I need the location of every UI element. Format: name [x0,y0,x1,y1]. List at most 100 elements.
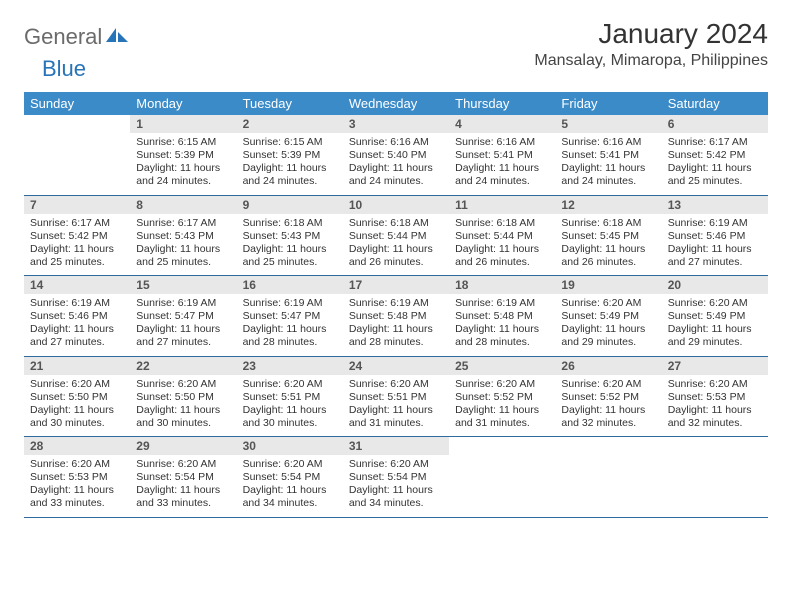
day-number: 11 [449,196,555,214]
sunset-text: Sunset: 5:54 PM [349,471,443,484]
daylight-text: Daylight: 11 hours and 32 minutes. [668,404,762,430]
calendar-table: Sunday Monday Tuesday Wednesday Thursday… [24,92,768,518]
sunset-text: Sunset: 5:51 PM [243,391,337,404]
sunrise-text: Sunrise: 6:19 AM [30,297,124,310]
sunset-text: Sunset: 5:39 PM [243,149,337,162]
sunrise-text: Sunrise: 6:19 AM [136,297,230,310]
daylight-text: Daylight: 11 hours and 30 minutes. [136,404,230,430]
day-body: Sunrise: 6:20 AMSunset: 5:53 PMDaylight:… [662,375,768,437]
sunset-text: Sunset: 5:54 PM [136,471,230,484]
weekday-header: Monday [130,92,236,115]
daylight-text: Daylight: 11 hours and 24 minutes. [561,162,655,188]
day-number: 2 [237,115,343,133]
calendar-cell: 17Sunrise: 6:19 AMSunset: 5:48 PMDayligh… [343,276,449,357]
sunrise-text: Sunrise: 6:20 AM [243,378,337,391]
day-number: 12 [555,196,661,214]
sunset-text: Sunset: 5:50 PM [30,391,124,404]
day-body: Sunrise: 6:20 AMSunset: 5:51 PMDaylight:… [343,375,449,437]
sunrise-text: Sunrise: 6:20 AM [136,458,230,471]
calendar-cell: 8Sunrise: 6:17 AMSunset: 5:43 PMDaylight… [130,195,236,276]
sunset-text: Sunset: 5:53 PM [668,391,762,404]
day-number: 18 [449,276,555,294]
day-number: 6 [662,115,768,133]
sunrise-text: Sunrise: 6:20 AM [668,378,762,391]
daylight-text: Daylight: 11 hours and 27 minutes. [136,323,230,349]
weekday-header: Wednesday [343,92,449,115]
weekday-header-row: Sunday Monday Tuesday Wednesday Thursday… [24,92,768,115]
daylight-text: Daylight: 11 hours and 28 minutes. [455,323,549,349]
daylight-text: Daylight: 11 hours and 27 minutes. [30,323,124,349]
sunrise-text: Sunrise: 6:20 AM [561,297,655,310]
day-body: Sunrise: 6:20 AMSunset: 5:50 PMDaylight:… [130,375,236,437]
calendar-cell: 7Sunrise: 6:17 AMSunset: 5:42 PMDaylight… [24,195,130,276]
day-body: Sunrise: 6:20 AMSunset: 5:50 PMDaylight:… [24,375,130,437]
day-number: 14 [24,276,130,294]
sunset-text: Sunset: 5:43 PM [136,230,230,243]
calendar-cell: 11Sunrise: 6:18 AMSunset: 5:44 PMDayligh… [449,195,555,276]
sunrise-text: Sunrise: 6:20 AM [668,297,762,310]
calendar-cell: 21Sunrise: 6:20 AMSunset: 5:50 PMDayligh… [24,356,130,437]
day-body [662,455,768,513]
daylight-text: Daylight: 11 hours and 28 minutes. [349,323,443,349]
daylight-text: Daylight: 11 hours and 24 minutes. [243,162,337,188]
sunrise-text: Sunrise: 6:18 AM [349,217,443,230]
day-body: Sunrise: 6:16 AMSunset: 5:41 PMDaylight:… [449,133,555,195]
sunset-text: Sunset: 5:44 PM [455,230,549,243]
day-body: Sunrise: 6:20 AMSunset: 5:51 PMDaylight:… [237,375,343,437]
sunset-text: Sunset: 5:49 PM [561,310,655,323]
daylight-text: Daylight: 11 hours and 26 minutes. [349,243,443,269]
calendar-cell: 9Sunrise: 6:18 AMSunset: 5:43 PMDaylight… [237,195,343,276]
sunrise-text: Sunrise: 6:17 AM [136,217,230,230]
sunrise-text: Sunrise: 6:15 AM [243,136,337,149]
sunrise-text: Sunrise: 6:20 AM [30,458,124,471]
sunrise-text: Sunrise: 6:17 AM [668,136,762,149]
sunrise-text: Sunrise: 6:20 AM [349,458,443,471]
calendar-cell: 4Sunrise: 6:16 AMSunset: 5:41 PMDaylight… [449,115,555,195]
calendar-week-row: 21Sunrise: 6:20 AMSunset: 5:50 PMDayligh… [24,356,768,437]
daylight-text: Daylight: 11 hours and 33 minutes. [136,484,230,510]
sunrise-text: Sunrise: 6:20 AM [349,378,443,391]
weekday-header: Tuesday [237,92,343,115]
day-number: 22 [130,357,236,375]
daylight-text: Daylight: 11 hours and 24 minutes. [349,162,443,188]
calendar-cell: 30Sunrise: 6:20 AMSunset: 5:54 PMDayligh… [237,437,343,518]
daylight-text: Daylight: 11 hours and 30 minutes. [30,404,124,430]
day-number: 19 [555,276,661,294]
sunset-text: Sunset: 5:48 PM [349,310,443,323]
day-body: Sunrise: 6:16 AMSunset: 5:40 PMDaylight:… [343,133,449,195]
calendar-cell: 3Sunrise: 6:16 AMSunset: 5:40 PMDaylight… [343,115,449,195]
sunrise-text: Sunrise: 6:19 AM [668,217,762,230]
day-number: 20 [662,276,768,294]
day-body [449,455,555,513]
day-number: 17 [343,276,449,294]
calendar-week-row: 14Sunrise: 6:19 AMSunset: 5:46 PMDayligh… [24,276,768,357]
day-body: Sunrise: 6:20 AMSunset: 5:53 PMDaylight:… [24,455,130,517]
calendar-cell: 10Sunrise: 6:18 AMSunset: 5:44 PMDayligh… [343,195,449,276]
daylight-text: Daylight: 11 hours and 29 minutes. [561,323,655,349]
day-body: Sunrise: 6:20 AMSunset: 5:54 PMDaylight:… [343,455,449,517]
sunrise-text: Sunrise: 6:16 AM [455,136,549,149]
calendar-cell: 19Sunrise: 6:20 AMSunset: 5:49 PMDayligh… [555,276,661,357]
calendar-cell: 25Sunrise: 6:20 AMSunset: 5:52 PMDayligh… [449,356,555,437]
daylight-text: Daylight: 11 hours and 25 minutes. [30,243,124,269]
day-body: Sunrise: 6:17 AMSunset: 5:42 PMDaylight:… [662,133,768,195]
day-body: Sunrise: 6:20 AMSunset: 5:49 PMDaylight:… [555,294,661,356]
day-body: Sunrise: 6:18 AMSunset: 5:45 PMDaylight:… [555,214,661,276]
sunrise-text: Sunrise: 6:18 AM [243,217,337,230]
sunset-text: Sunset: 5:54 PM [243,471,337,484]
sunset-text: Sunset: 5:42 PM [668,149,762,162]
day-body: Sunrise: 6:18 AMSunset: 5:44 PMDaylight:… [449,214,555,276]
calendar-cell [662,437,768,518]
day-body: Sunrise: 6:18 AMSunset: 5:44 PMDaylight:… [343,214,449,276]
daylight-text: Daylight: 11 hours and 34 minutes. [349,484,443,510]
sunset-text: Sunset: 5:40 PM [349,149,443,162]
logo-sail-icon [106,26,128,49]
calendar-cell: 5Sunrise: 6:16 AMSunset: 5:41 PMDaylight… [555,115,661,195]
daylight-text: Daylight: 11 hours and 31 minutes. [455,404,549,430]
day-number: 29 [130,437,236,455]
day-body: Sunrise: 6:15 AMSunset: 5:39 PMDaylight:… [237,133,343,195]
day-body: Sunrise: 6:17 AMSunset: 5:43 PMDaylight:… [130,214,236,276]
day-body: Sunrise: 6:20 AMSunset: 5:54 PMDaylight:… [237,455,343,517]
sunrise-text: Sunrise: 6:16 AM [349,136,443,149]
calendar-cell: 14Sunrise: 6:19 AMSunset: 5:46 PMDayligh… [24,276,130,357]
